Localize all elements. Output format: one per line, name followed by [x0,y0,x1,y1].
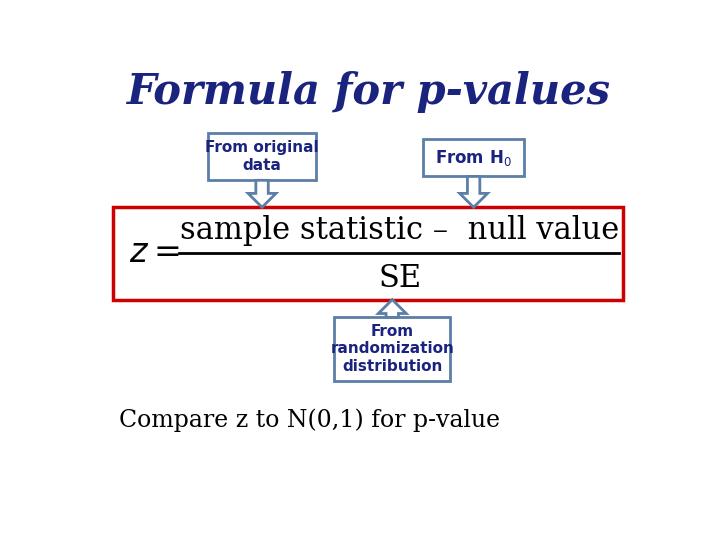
Text: Formula for p-values: Formula for p-values [127,71,611,113]
Text: From original
data: From original data [205,140,319,173]
Text: From H$_0$: From H$_0$ [435,148,512,168]
Text: sample statistic –  null value: sample statistic – null value [181,215,620,246]
Polygon shape [459,177,487,207]
Text: SE: SE [379,264,422,294]
Text: Compare z to N(0,1) for p-value: Compare z to N(0,1) for p-value [120,409,500,433]
FancyBboxPatch shape [423,139,524,177]
Polygon shape [378,300,406,318]
FancyBboxPatch shape [113,207,624,300]
Text: $z =$: $z =$ [129,238,179,269]
Text: From
randomization
distribution: From randomization distribution [330,324,454,374]
FancyBboxPatch shape [334,318,451,381]
FancyBboxPatch shape [208,132,316,180]
Polygon shape [248,180,276,207]
